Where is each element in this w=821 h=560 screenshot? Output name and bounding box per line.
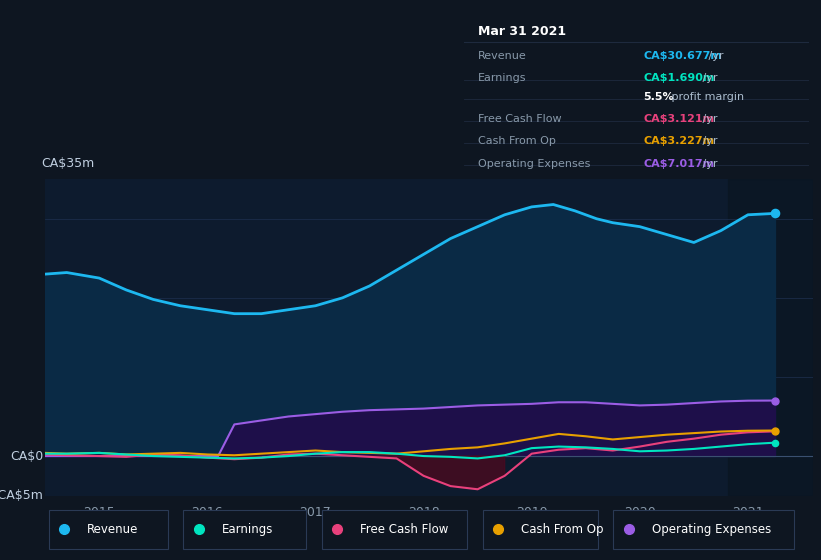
- Text: -CA$5m: -CA$5m: [0, 489, 44, 502]
- FancyBboxPatch shape: [183, 510, 306, 549]
- Point: [768, 438, 782, 447]
- Text: Operating Expenses: Operating Expenses: [478, 158, 590, 169]
- Text: Free Cash Flow: Free Cash Flow: [478, 114, 562, 124]
- Text: /yr: /yr: [699, 73, 718, 83]
- Text: Free Cash Flow: Free Cash Flow: [360, 522, 448, 536]
- Text: Cash From Op: Cash From Op: [521, 522, 603, 536]
- Text: Cash From Op: Cash From Op: [478, 137, 556, 146]
- Text: Revenue: Revenue: [87, 522, 139, 536]
- FancyBboxPatch shape: [322, 510, 467, 549]
- Text: Revenue: Revenue: [478, 51, 526, 61]
- Text: CA$1.690m: CA$1.690m: [643, 73, 714, 83]
- Point: [768, 426, 782, 435]
- Text: CA$3.121m: CA$3.121m: [643, 114, 714, 124]
- Text: /yr: /yr: [699, 158, 718, 169]
- FancyBboxPatch shape: [613, 510, 794, 549]
- Point: [768, 396, 782, 405]
- Text: CA$7.017m: CA$7.017m: [643, 158, 714, 169]
- Text: CA$35m: CA$35m: [41, 157, 94, 170]
- Text: Earnings: Earnings: [222, 522, 273, 536]
- Text: CA$3.227m: CA$3.227m: [643, 137, 714, 146]
- FancyBboxPatch shape: [483, 510, 598, 549]
- Text: CA$0: CA$0: [11, 450, 44, 463]
- Text: Operating Expenses: Operating Expenses: [652, 522, 771, 536]
- Text: CA$30.677m: CA$30.677m: [643, 51, 722, 61]
- Text: 5.5%: 5.5%: [643, 92, 674, 102]
- Text: /yr: /yr: [699, 114, 718, 124]
- Text: Earnings: Earnings: [478, 73, 526, 83]
- Bar: [728, 179, 813, 496]
- Point: [768, 209, 782, 218]
- Text: /yr: /yr: [699, 137, 718, 146]
- Text: profit margin: profit margin: [668, 92, 744, 102]
- Text: Mar 31 2021: Mar 31 2021: [478, 25, 566, 38]
- FancyBboxPatch shape: [49, 510, 168, 549]
- Text: /yr: /yr: [705, 51, 724, 61]
